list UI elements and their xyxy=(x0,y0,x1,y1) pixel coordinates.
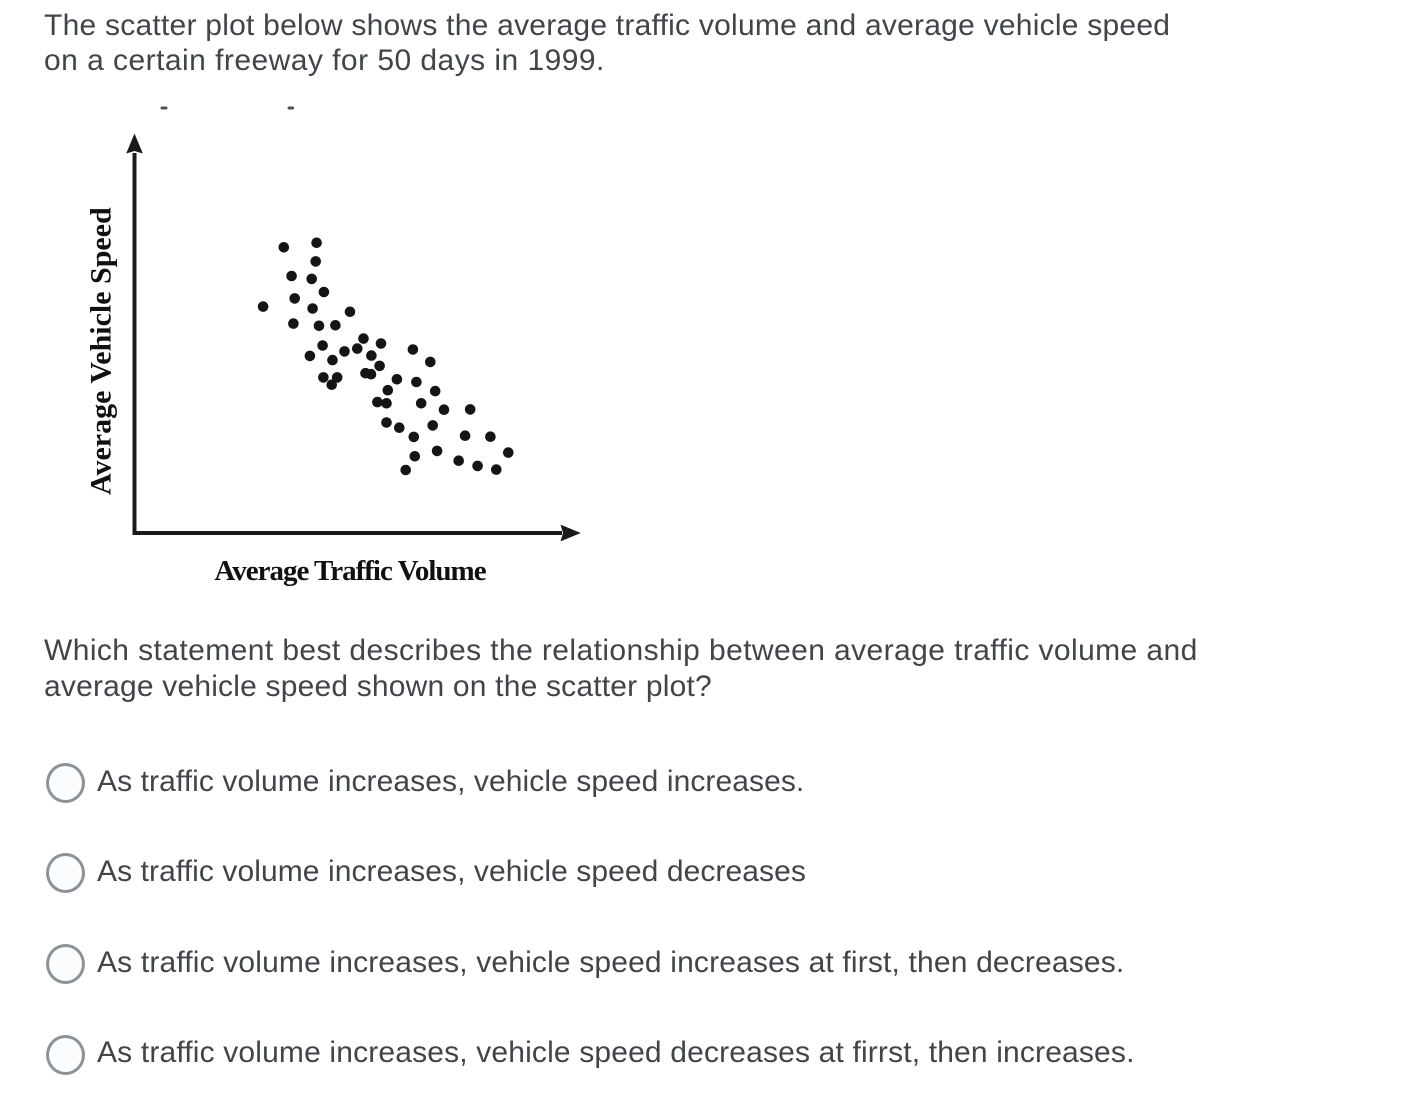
svg-text:Average Vehicle Speed: Average Vehicle Speed xyxy=(85,207,118,495)
svg-text:Average Traffic Volume: Average Traffic Volume xyxy=(214,555,486,587)
